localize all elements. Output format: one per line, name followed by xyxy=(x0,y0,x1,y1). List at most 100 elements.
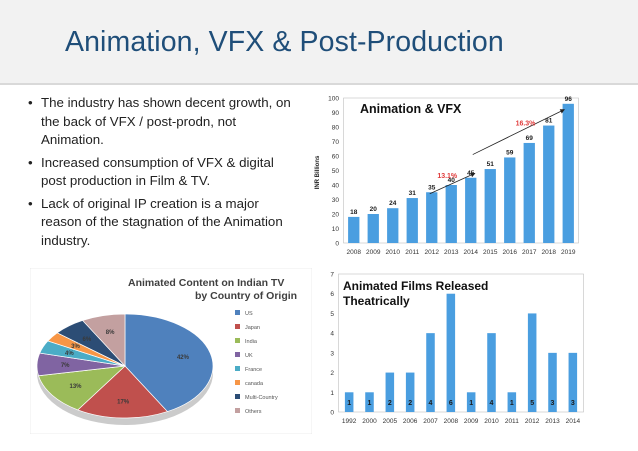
x-tick-label: 2012 xyxy=(525,418,540,425)
data-label: 5 xyxy=(530,400,534,407)
legend-swatch xyxy=(235,394,240,399)
data-label: 3 xyxy=(571,400,575,407)
bar xyxy=(426,192,438,243)
chart-title: Animated Films Released xyxy=(343,279,488,293)
data-label: 24 xyxy=(389,200,397,207)
chart-title: Animation & VFX xyxy=(360,102,462,116)
x-tick-label: 2016 xyxy=(503,249,518,256)
bar xyxy=(365,392,374,412)
x-tick-label: 2013 xyxy=(444,249,459,256)
bullet-item: Increased consumption of VFX & digital p… xyxy=(28,154,300,191)
x-tick-label: 2007 xyxy=(423,418,438,425)
bullet-item: Lack of original IP creation is a major … xyxy=(28,195,300,251)
bar xyxy=(487,333,496,412)
bar xyxy=(548,352,557,412)
data-label: 4 xyxy=(429,400,433,407)
y-tick-label: 10 xyxy=(332,226,340,233)
bar xyxy=(445,185,457,243)
y-tick-label: 30 xyxy=(332,197,340,204)
data-label: 51 xyxy=(487,161,495,168)
legend-swatch xyxy=(235,324,240,329)
x-tick-label: 2010 xyxy=(386,249,401,256)
bar xyxy=(426,333,435,412)
pie-slice-label: 17% xyxy=(117,399,130,405)
legend-swatch xyxy=(235,366,240,371)
x-tick-label: 2011 xyxy=(405,249,419,256)
y-tick-label: 90 xyxy=(332,110,340,117)
data-label: 1 xyxy=(510,400,514,407)
x-tick-label: 2009 xyxy=(464,418,479,425)
data-label: 18 xyxy=(350,209,358,216)
bar xyxy=(466,392,476,412)
x-tick-label: 2008 xyxy=(444,418,459,425)
data-label: 3 xyxy=(551,400,555,407)
data-label: 96 xyxy=(565,96,573,103)
bar xyxy=(465,177,477,243)
pie-slice-label: 4% xyxy=(65,351,74,357)
legend-label: canada xyxy=(245,381,264,387)
y-tick-label: 0 xyxy=(330,410,334,417)
x-tick-label: 2014 xyxy=(566,418,581,425)
pie-slice xyxy=(38,365,127,411)
plot-area xyxy=(338,273,584,413)
data-label: 6 xyxy=(449,400,453,407)
y-tick-label: 0 xyxy=(335,241,339,248)
y-tick-label: 1 xyxy=(330,390,334,397)
data-label: 1 xyxy=(368,400,372,407)
x-tick-label: 2010 xyxy=(484,418,499,425)
bar xyxy=(348,216,360,243)
y-tick-label: 2 xyxy=(330,370,334,377)
y-tick-label: 3 xyxy=(330,350,334,357)
legend-swatch xyxy=(235,352,240,357)
data-label: 59 xyxy=(506,149,514,156)
x-tick-label: 2000 xyxy=(362,418,377,425)
bar xyxy=(367,214,379,243)
bar xyxy=(484,169,496,243)
pie-title: by Country of Origin xyxy=(195,290,297,302)
y-tick-label: 60 xyxy=(332,154,340,161)
pie-slice xyxy=(81,313,126,367)
bullet-list: The industry has shown decent growth, on… xyxy=(28,94,300,254)
x-tick-label: 2009 xyxy=(366,249,381,256)
legend-label: Multi-Country xyxy=(245,395,278,401)
pie-title: Animated Content on Indian TV xyxy=(128,277,284,289)
data-label: 1 xyxy=(469,400,473,407)
bar xyxy=(504,157,516,243)
legend-swatch xyxy=(235,310,240,315)
pie-slice-label: 42% xyxy=(177,355,190,361)
legend-label: India xyxy=(245,339,258,345)
x-tick-label: 2019 xyxy=(561,249,576,256)
header-band xyxy=(0,0,638,85)
y-tick-label: 5 xyxy=(330,311,334,318)
cagr-arrow xyxy=(472,109,565,155)
data-label: 2 xyxy=(388,400,392,407)
y-tick-label: 7 xyxy=(330,272,334,279)
bar xyxy=(527,313,537,412)
x-tick-label: 2012 xyxy=(425,249,440,256)
y-tick-label: 100 xyxy=(328,96,339,103)
legend-label: UK xyxy=(245,353,253,359)
data-label: 31 xyxy=(409,190,417,197)
pie-slice-label: 7% xyxy=(61,363,70,369)
data-label: 4 xyxy=(490,400,494,407)
legend-label: France xyxy=(245,367,262,373)
x-tick-label: 2017 xyxy=(522,249,537,256)
data-label: 45 xyxy=(467,170,475,177)
y-tick-label: 50 xyxy=(332,168,340,175)
x-tick-label: 2006 xyxy=(403,418,418,425)
title-divider xyxy=(0,83,638,85)
y-tick-label: 4 xyxy=(330,331,334,338)
cagr-label: 16.3% xyxy=(516,121,537,128)
data-label: 2 xyxy=(408,400,412,407)
legend-swatch xyxy=(235,338,240,343)
pie-slice-label: 13% xyxy=(69,384,82,390)
legend-swatch xyxy=(235,380,240,385)
pie-slice-label: 8% xyxy=(106,330,115,336)
slide-title: Animation, VFX & Post-Production xyxy=(65,26,504,58)
bar xyxy=(507,392,517,412)
animated-films-chart: 0 1 2 3 4 5 6 7 1992 1 2000 1 2005 2 2006 2 2007 4 2008 6 20… xyxy=(330,272,584,425)
x-tick-label: 2013 xyxy=(545,418,560,425)
data-label: 1 xyxy=(347,400,351,407)
bar xyxy=(406,198,418,243)
